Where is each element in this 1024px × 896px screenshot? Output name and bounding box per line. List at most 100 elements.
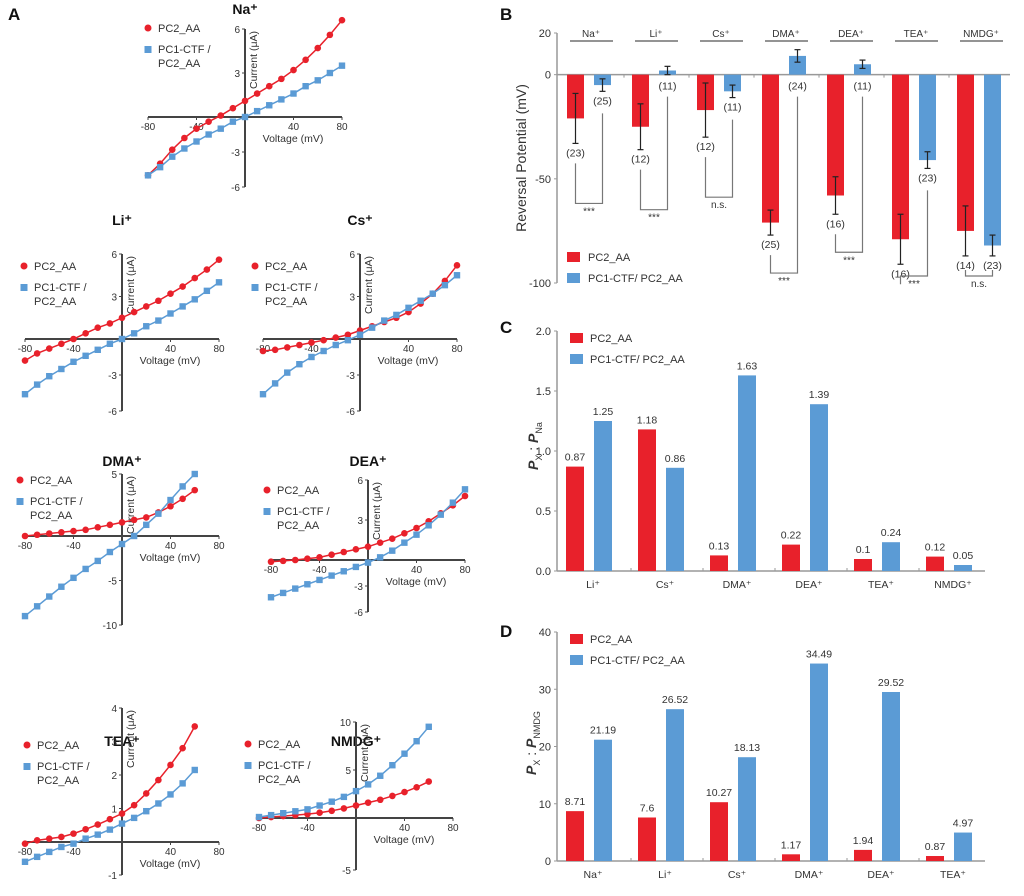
data-point-pc1-ctf-pc2-aa (308, 353, 315, 361)
data-point-pc2-aa (302, 56, 309, 64)
data-point-pc1-ctf-pc2-aa (389, 762, 396, 769)
legend-marker-pc1-ctf-pc2-aa (16, 498, 24, 505)
data-point-pc1-ctf-pc2-aa (429, 290, 436, 297)
legend-marker-pc2-aa (244, 740, 252, 748)
data-point-pc1-ctf-pc2-aa (203, 287, 211, 295)
data-point-pc1-ctf-pc2-aa (352, 787, 360, 795)
data-point-pc2-aa (352, 802, 360, 809)
x-tick-label: 40 (411, 565, 423, 576)
y-tick-label: 30 (539, 684, 551, 696)
significance-bracket (899, 190, 929, 285)
data-point-pc1-ctf-pc2-aa (413, 531, 420, 538)
x-tick-label: Cs⁺ (656, 579, 675, 591)
data-point-pc2-aa (21, 357, 29, 364)
data-point-pc2-aa (259, 347, 267, 355)
y-tick-label: 2.0 (536, 326, 551, 338)
iv-plot-1: Li⁺ -80 -40 40 80 6 3 -3 -6 Voltage (mV) Current (… (18, 212, 225, 418)
bar-pc1-ctf-pc2-aa (954, 832, 972, 861)
data-point-pc1-ctf-pc2-aa (304, 581, 311, 588)
data-point-pc1-ctf-pc2-aa (33, 603, 41, 610)
data-point-pc2-aa (401, 530, 408, 537)
legend-marker-pc2-aa (251, 262, 259, 270)
legend-marker-pc1-ctf-pc2-aa (570, 655, 583, 665)
data-point-pc2-aa (70, 527, 77, 535)
data-point-pc1-ctf-pc2-aa (58, 843, 65, 851)
data-point-pc2-aa (82, 526, 89, 534)
y-tick-label: 5 (111, 470, 117, 481)
x-tick-label: 80 (336, 122, 348, 133)
legend-marker-pc2-aa (570, 634, 583, 644)
significance-bracket (769, 96, 799, 274)
data-point-pc1-ctf-pc2-aa (316, 576, 323, 584)
data-point-pc1-ctf-pc2-aa (290, 90, 297, 97)
legend-label-pc1-ctf-pc2-aa-line2: PC2_AA (158, 58, 201, 70)
data-point-pc1-ctf-pc2-aa (393, 311, 400, 319)
legend-marker-pc1-ctf-pc2-aa (567, 273, 580, 283)
significance-bracket (704, 119, 734, 198)
data-point-pc2-aa (376, 796, 384, 804)
data-point-pc1-ctf-pc2-aa (167, 791, 174, 798)
data-point-pc2-aa (332, 334, 340, 341)
data-point-pc1-ctf-pc2-aa (241, 113, 249, 121)
bar-pc1-ctf-pc2-aa (594, 421, 612, 571)
y-tick-label: 6 (234, 25, 240, 36)
bar-pc1-ctf-pc2-aa (882, 691, 900, 861)
x-axis-label: Voltage (mV) (386, 576, 447, 588)
data-point-pc1-ctf-pc2-aa (144, 172, 152, 179)
data-point-pc1-ctf-pc2-aa (21, 612, 29, 620)
legend-label-pc2-aa: PC2_AA (277, 485, 320, 497)
y-tick-label: 10 (539, 799, 551, 811)
bar-pc1-ctf-pc2-aa (919, 74, 936, 161)
data-point-pc1-ctf-pc2-aa (328, 572, 335, 579)
data-point-pc2-aa (130, 801, 138, 809)
n-count-label: (12) (696, 141, 715, 153)
bar-pc2-aa (782, 544, 800, 571)
significance-label: n.s. (711, 200, 727, 211)
legend-marker-pc1-ctf-pc2-aa (244, 762, 252, 769)
bar-pc1-ctf-pc2-aa (810, 404, 828, 571)
y-tick-label: 5 (345, 766, 351, 777)
data-point-pc1-ctf-pc2-aa (118, 335, 126, 343)
x-axis-label: Voltage (mV) (140, 858, 201, 870)
data-point-pc2-aa (45, 530, 53, 537)
x-tick-label: Li⁺ (586, 579, 600, 591)
data-point-pc2-aa (118, 519, 126, 526)
data-point-pc1-ctf-pc2-aa (167, 310, 174, 317)
data-point-pc1-ctf-pc2-aa (155, 800, 162, 807)
data-point-pc2-aa (203, 266, 211, 273)
data-point-pc1-ctf-pc2-aa (267, 811, 275, 819)
legend-marker-pc2-aa (23, 741, 31, 749)
data-point-pc1-ctf-pc2-aa (401, 750, 408, 757)
category-label: Cs⁺ (712, 29, 730, 40)
n-count-label: (24) (788, 81, 807, 93)
y-tick-label: 2 (111, 771, 117, 782)
x-tick-label: DEA⁺ (795, 579, 823, 591)
bar-pc2-aa (926, 556, 944, 571)
x-tick-label: -80 (141, 122, 156, 133)
data-point-pc1-ctf-pc2-aa (255, 813, 263, 821)
significance-bracket (639, 96, 669, 211)
bar-pc1-ctf-pc2-aa (738, 375, 756, 571)
legend-label-pc1-ctf-pc2-aa: PC1-CTF / (277, 506, 331, 518)
data-point-pc2-aa (179, 744, 186, 752)
legend-marker-pc1-ctf-pc2-aa (20, 284, 28, 291)
data-point-pc1-ctf-pc2-aa (130, 814, 138, 822)
legend-label-pc2-aa: PC2_AA (30, 475, 73, 487)
data-label: 1.25 (593, 406, 614, 418)
data-point-pc1-ctf-pc2-aa (314, 77, 321, 84)
n-count-label: (14) (956, 260, 975, 272)
data-point-pc1-ctf-pc2-aa (21, 858, 29, 865)
x-tick-label: 80 (213, 847, 225, 858)
data-label: 1.17 (781, 839, 802, 851)
y-tick-label: -3 (231, 148, 240, 159)
data-point-pc1-ctf-pc2-aa (155, 510, 162, 517)
significance-bracket (574, 113, 604, 205)
data-point-pc1-ctf-pc2-aa (143, 323, 150, 330)
data-point-pc2-aa (130, 308, 138, 316)
n-count-label: (12) (631, 154, 650, 166)
data-point-pc2-aa (328, 807, 336, 815)
data-point-pc1-ctf-pc2-aa (280, 810, 287, 817)
data-point-pc1-ctf-pc2-aa (130, 330, 138, 337)
data-point-pc1-ctf-pc2-aa (284, 369, 291, 376)
